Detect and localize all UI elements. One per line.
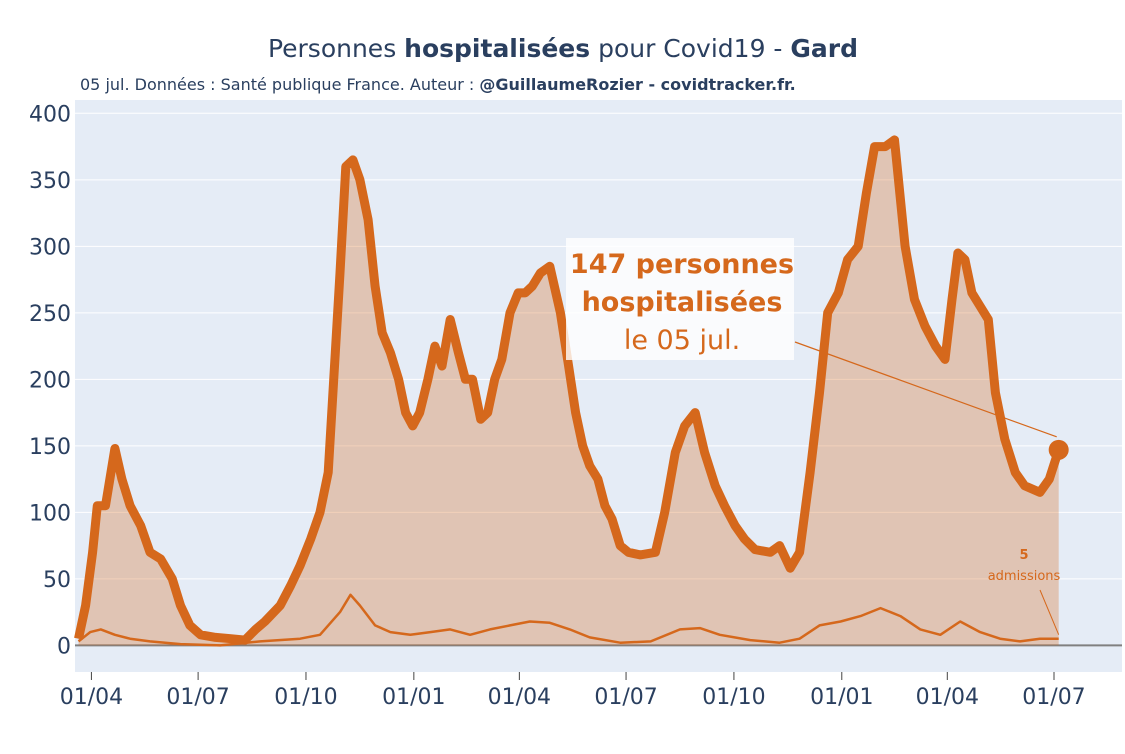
title-part: Personnes	[268, 34, 404, 63]
x-tick-label: 01/10	[702, 685, 765, 710]
x-tick-label: 01/04	[916, 685, 979, 710]
y-tick-label: 300	[29, 235, 71, 260]
y-tick-label: 0	[57, 634, 71, 659]
x-tick-label: 01/07	[594, 685, 657, 710]
subtitle-part: @GuillaumeRozier - covidtracker.fr.	[479, 75, 795, 94]
plot-area	[75, 100, 1122, 672]
y-tick-label: 350	[29, 169, 71, 194]
y-tick-label: 150	[29, 435, 71, 460]
chart-subtitle: 05 jul. Données : Santé publique France.…	[80, 75, 796, 94]
title-part: pour Covid19 -	[590, 34, 790, 63]
line	[77, 593, 1059, 647]
subtitle-part: 05 jul. Données : Santé publique France.…	[80, 75, 479, 94]
title-part: Gard	[790, 34, 858, 63]
chart-title: Personnes hospitalisées pour Covid19 - G…	[268, 34, 858, 63]
x-tick-label: 01/07	[1022, 685, 1085, 710]
annotation-text: 147 personnes	[570, 249, 794, 280]
y-tick-label: 250	[29, 302, 71, 327]
x-tick-label: 01/04	[488, 685, 551, 710]
line	[74, 135, 1063, 645]
annotation-arrow	[1039, 589, 1060, 635]
annotation-box	[566, 238, 794, 360]
end-marker	[1048, 439, 1069, 460]
title-part: hospitalisées	[404, 34, 590, 63]
y-tick-label: 400	[29, 102, 71, 127]
y-tick-label: 50	[43, 568, 71, 593]
annotation-text: admissions	[988, 569, 1061, 584]
annotation-text: hospitalisées	[582, 287, 783, 318]
x-tick-label: 01/10	[274, 685, 337, 710]
y-tick-label: 100	[29, 501, 71, 526]
x-tick-label: 01/04	[60, 685, 123, 710]
y-tick-label: 200	[29, 368, 71, 393]
annotation-text: le 05 jul.	[624, 325, 740, 356]
x-tick-label: 01/07	[166, 685, 229, 710]
annotation-text: 5	[1019, 548, 1028, 563]
annotation-arrow	[794, 341, 1057, 438]
x-tick-label: 01/01	[810, 685, 873, 710]
x-tick-label: 01/01	[382, 685, 445, 710]
